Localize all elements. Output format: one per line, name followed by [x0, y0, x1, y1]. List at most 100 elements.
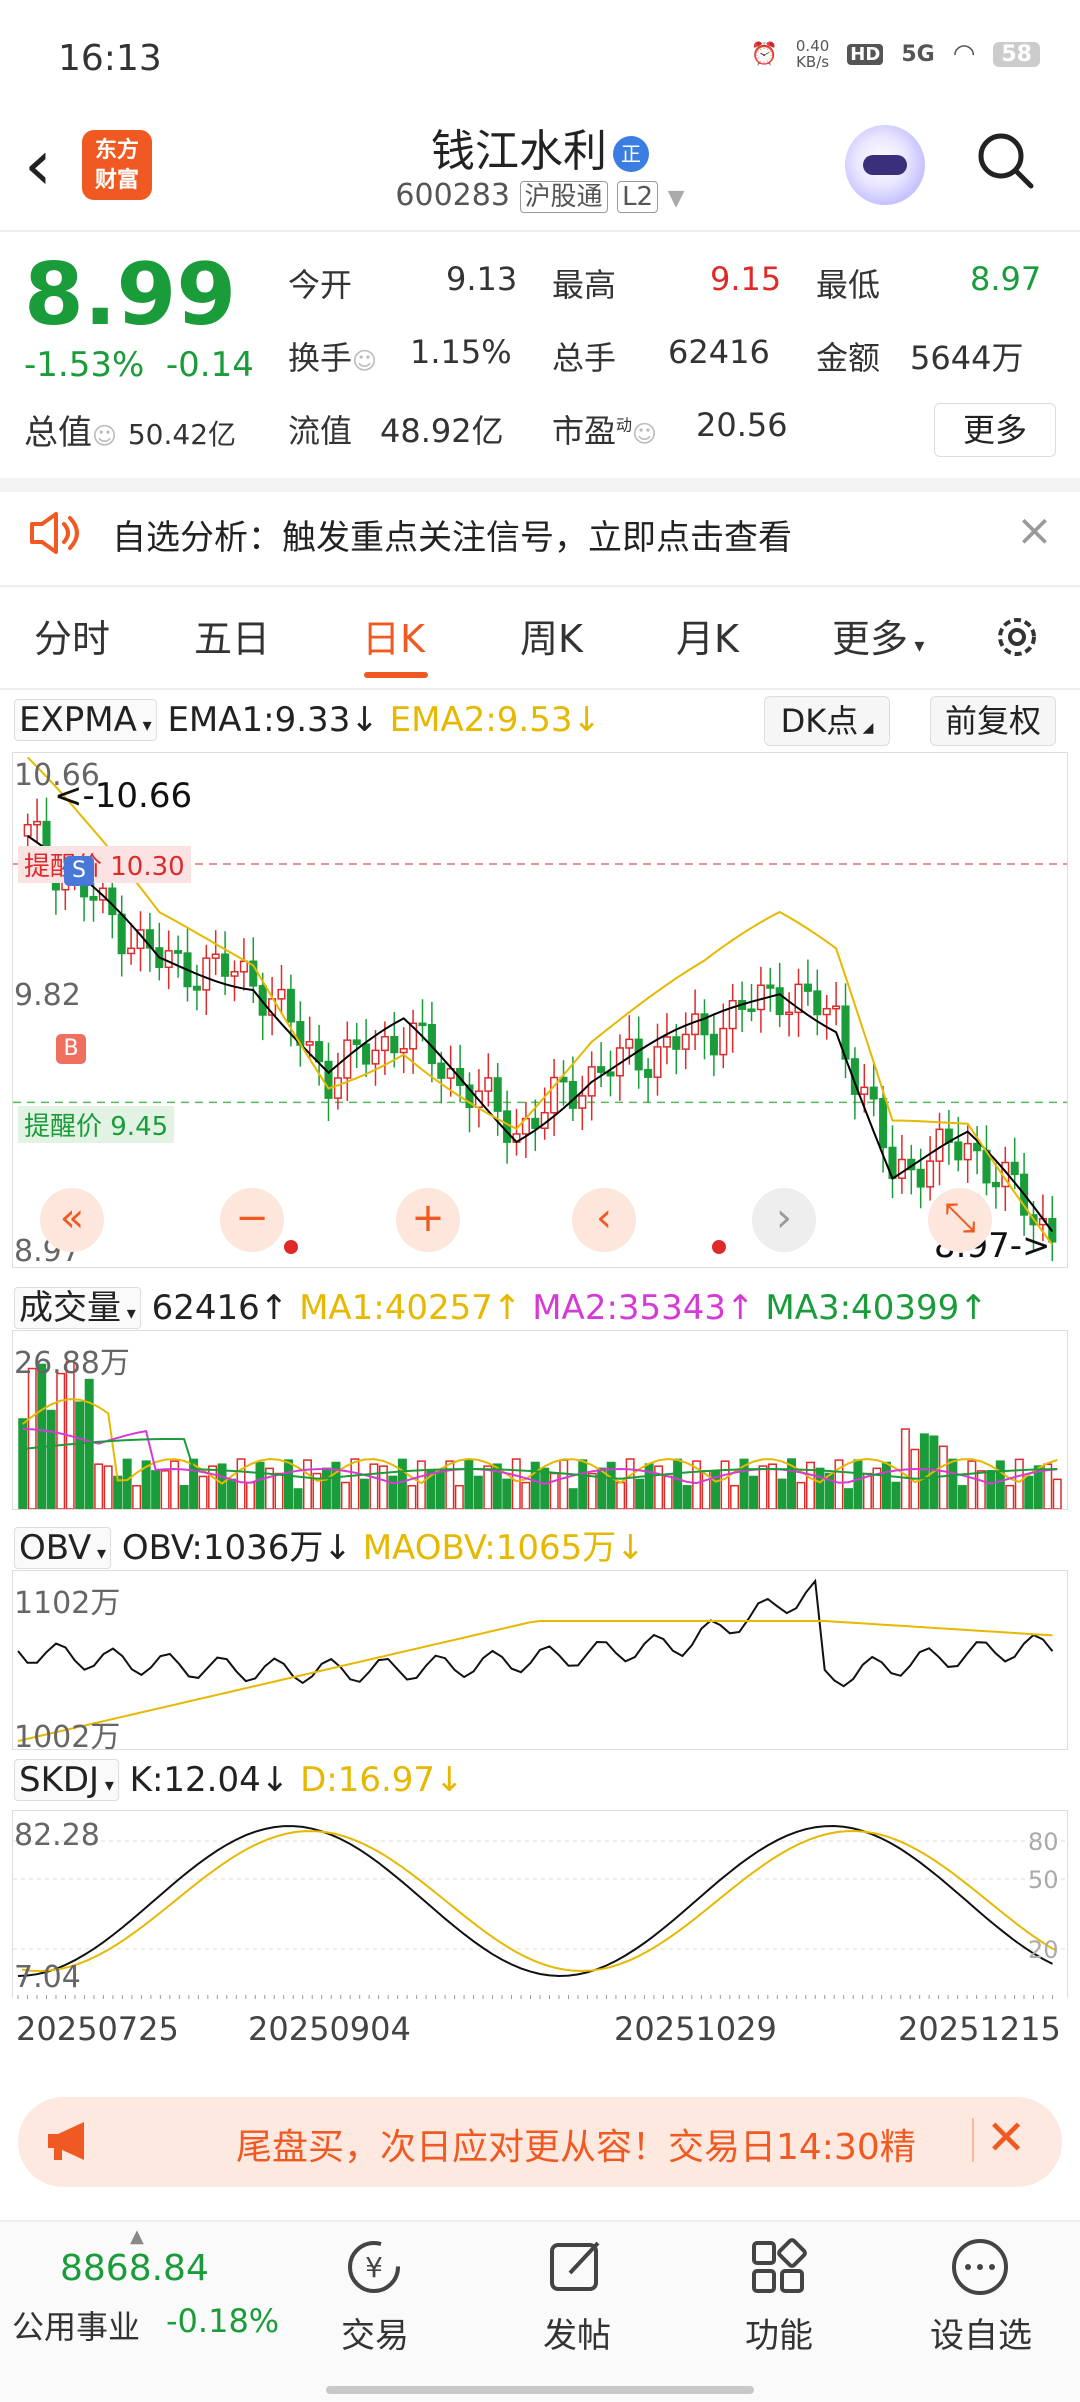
promo-text[interactable]: 尾盘买，次日应对更从容！交易日14:30精: [236, 2127, 916, 2168]
volume-bar: [957, 1485, 967, 1509]
back-icon[interactable]: ‹: [24, 124, 52, 206]
low-label: 最低: [816, 266, 881, 304]
kline-chart[interactable]: [12, 752, 1068, 1268]
settings-gear-icon[interactable]: [990, 610, 1044, 664]
scroll-left-icon[interactable]: ‹: [572, 1188, 636, 1252]
add-watchlist-icon[interactable]: [948, 2235, 1012, 2299]
kline-candle: [662, 1036, 671, 1048]
volume-bar: [369, 1463, 379, 1509]
more-button[interactable]: 更多: [934, 403, 1056, 457]
kline-candle: [879, 1098, 888, 1149]
search-icon[interactable]: [975, 130, 1035, 190]
trade-icon[interactable]: ¥: [342, 2235, 406, 2299]
obv-selector[interactable]: OBV ▾: [14, 1527, 112, 1569]
volume-bar: [976, 1470, 986, 1509]
low-value: 8.97: [970, 260, 1042, 298]
post-icon[interactable]: [544, 2235, 608, 2299]
scroll-right-icon[interactable]: ›: [752, 1188, 816, 1252]
kline-candle: [756, 984, 765, 1011]
volume-bar: [938, 1445, 948, 1509]
nav-function[interactable]: 功能: [745, 2316, 813, 2356]
volume-bar: [815, 1467, 825, 1509]
kline-candle: [352, 1039, 361, 1045]
k-value: K:12.04↓: [129, 1760, 290, 1800]
promo-divider: [972, 2118, 974, 2162]
tab-fenshi[interactable]: 分时: [34, 617, 111, 661]
kline-candle: [775, 987, 784, 1016]
kline-candle: [794, 983, 803, 1014]
skdj-y-bottom: 7.04: [14, 1960, 81, 1995]
kline-candle: [681, 1033, 690, 1050]
zoom-in-icon[interactable]: +: [396, 1188, 460, 1252]
tab-yuek[interactable]: 月K: [676, 617, 739, 661]
float-label: 流值: [288, 412, 353, 450]
volume-bar: [578, 1459, 588, 1509]
volume-bar: [1005, 1484, 1015, 1509]
battery-icon: 58: [993, 41, 1040, 67]
expma-selector[interactable]: EXPMA ▾: [14, 699, 157, 741]
dropdown-icon: ▼: [667, 186, 685, 211]
zoom-dot-2: [712, 1240, 726, 1254]
tab-rik[interactable]: 日K: [362, 617, 425, 661]
stock-title: 钱江水利正: [0, 115, 1080, 179]
kline-candle: [192, 985, 201, 991]
nav-trade[interactable]: 交易: [341, 2316, 409, 2356]
buy-badge[interactable]: B: [56, 1034, 86, 1064]
ma3-value: MA3:40399↑: [765, 1288, 988, 1328]
maobv-line: [17, 1620, 1053, 1742]
promo-banner[interactable]: [18, 2097, 1062, 2187]
volume-bar: [94, 1463, 104, 1509]
tab-wuri[interactable]: 五日: [194, 617, 271, 661]
promo-close-icon[interactable]: ✕: [986, 2110, 1027, 2166]
volume-bar: [37, 1363, 47, 1509]
ma1-value: MA1:40257↑: [299, 1288, 522, 1328]
assistant-robot-icon[interactable]: [845, 125, 925, 205]
volume-bar: [682, 1485, 692, 1509]
notice-text[interactable]: 自选分析：触发重点关注信号，立即点击查看: [112, 518, 792, 558]
app-logo[interactable]: 东方 财富: [82, 130, 152, 200]
adjust-button[interactable]: 前复权: [930, 696, 1056, 746]
fullscreen-icon[interactable]: ⤡: [928, 1188, 992, 1252]
volume-plot: [18, 1360, 1062, 1509]
volume-bar: [132, 1485, 142, 1509]
nav-post[interactable]: 发帖: [543, 2316, 611, 2356]
zoom-out-icon[interactable]: −: [220, 1188, 284, 1252]
nav-add-watchlist[interactable]: 设自选: [930, 2316, 1032, 2356]
volume-bar: [511, 1458, 521, 1509]
index-name[interactable]: 公用事业: [12, 2308, 141, 2346]
skdj-chart[interactable]: [12, 1810, 1068, 1999]
index-value[interactable]: 8868.84: [60, 2248, 209, 2289]
expand-caret-icon[interactable]: ▲: [130, 2226, 144, 2247]
stock-code-row[interactable]: 600283 沪股通 L2 ▼: [0, 176, 1080, 213]
obv-chart[interactable]: [12, 1570, 1068, 1750]
volume-selector[interactable]: 成交量 ▾: [14, 1287, 141, 1329]
volume-bar: [473, 1475, 483, 1509]
ema1-line: [27, 835, 1054, 1233]
volume-bar: [227, 1478, 237, 1509]
volume-bar: [103, 1465, 113, 1509]
market-cap: 总值☺ 50.42亿: [24, 413, 237, 453]
sell-badge[interactable]: S: [64, 856, 94, 886]
dk-point-button[interactable]: DK点 ◢: [764, 696, 890, 746]
volume-chart[interactable]: [12, 1330, 1068, 1510]
volume-bar: [492, 1463, 502, 1509]
tab-more[interactable]: 更多 ▾: [832, 617, 925, 661]
skdj-selector[interactable]: SKDJ ▾: [14, 1759, 119, 1801]
obv-plot: [17, 1578, 1054, 1742]
kline-candle: [174, 950, 183, 954]
net-speed: 0.40 KB/s: [795, 37, 830, 71]
function-grid-icon[interactable]: [746, 2235, 810, 2299]
rewind-icon[interactable]: «: [40, 1188, 104, 1252]
tab-zhouk[interactable]: 周K: [520, 617, 583, 661]
volume-bar: [416, 1460, 426, 1509]
pe-label: 市盈动☺: [552, 412, 658, 450]
kline-candle: [766, 984, 775, 989]
alert-price-low[interactable]: 提醒价 9.45: [18, 1106, 175, 1143]
index-change: -0.18%: [166, 2302, 280, 2340]
pe-value: 20.56: [696, 406, 788, 444]
kline-candle: [409, 1022, 418, 1050]
alert-price-high[interactable]: 提醒价 10.30: [18, 846, 191, 883]
volume-bar: [321, 1467, 331, 1509]
kline-candle: [164, 950, 173, 969]
close-icon[interactable]: ×: [1016, 505, 1053, 556]
